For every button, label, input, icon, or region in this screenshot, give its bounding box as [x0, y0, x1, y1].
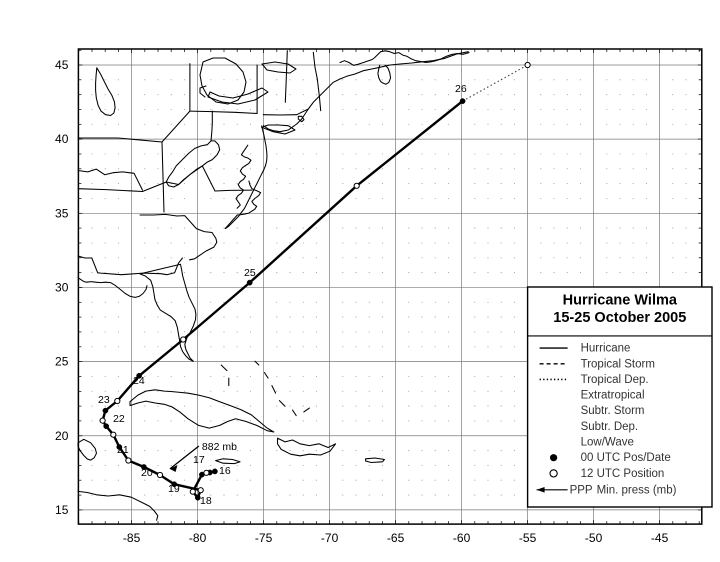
svg-text:20: 20 [141, 467, 153, 479]
svg-text:Min. press (mb): Min. press (mb) [597, 484, 677, 496]
svg-text:Subtr. Dep.: Subtr. Dep. [581, 421, 639, 433]
svg-text:21: 21 [117, 444, 129, 456]
svg-text:25: 25 [55, 355, 69, 369]
svg-text:23: 23 [98, 394, 110, 406]
svg-text:25: 25 [244, 267, 256, 279]
svg-text:-75: -75 [255, 531, 273, 545]
svg-text:40: 40 [55, 132, 69, 146]
svg-text:Extratropical: Extratropical [581, 390, 645, 402]
svg-text:-85: -85 [123, 531, 141, 545]
svg-text:PPP: PPP [570, 484, 593, 496]
svg-text:882 mb: 882 mb [202, 441, 237, 453]
svg-text:19: 19 [168, 483, 180, 495]
svg-text:-50: -50 [585, 531, 603, 545]
svg-text:-60: -60 [453, 531, 471, 545]
svg-text:Tropical Storm: Tropical Storm [581, 358, 655, 370]
svg-text:22: 22 [113, 413, 125, 425]
svg-text:-65: -65 [387, 531, 405, 545]
svg-text:Hurricane: Hurricane [581, 343, 631, 355]
svg-text:Low/Wave: Low/Wave [581, 437, 634, 449]
svg-text:15: 15 [55, 503, 69, 517]
svg-text:20: 20 [55, 429, 69, 443]
svg-text:26: 26 [455, 83, 467, 95]
svg-text:35: 35 [55, 206, 69, 220]
svg-text:17: 17 [193, 454, 205, 466]
svg-text:24: 24 [133, 375, 145, 387]
svg-text:45: 45 [55, 58, 69, 72]
svg-text:18: 18 [200, 495, 212, 507]
svg-text:-55: -55 [519, 531, 537, 545]
svg-text:16: 16 [219, 465, 231, 477]
svg-text:00 UTC Pos/Date: 00 UTC Pos/Date [581, 452, 671, 464]
svg-text:15-25 October 2005: 15-25 October 2005 [553, 310, 686, 326]
svg-text:Subtr. Storm: Subtr. Storm [581, 405, 645, 417]
svg-text:-80: -80 [189, 531, 207, 545]
svg-text:-45: -45 [651, 531, 669, 545]
svg-text:30: 30 [55, 281, 69, 295]
svg-text:Hurricane Wilma: Hurricane Wilma [563, 293, 678, 309]
svg-text:-70: -70 [321, 531, 339, 545]
svg-text:12 UTC Position: 12 UTC Position [581, 468, 665, 480]
svg-text:Tropical Dep.: Tropical Dep. [581, 374, 649, 386]
